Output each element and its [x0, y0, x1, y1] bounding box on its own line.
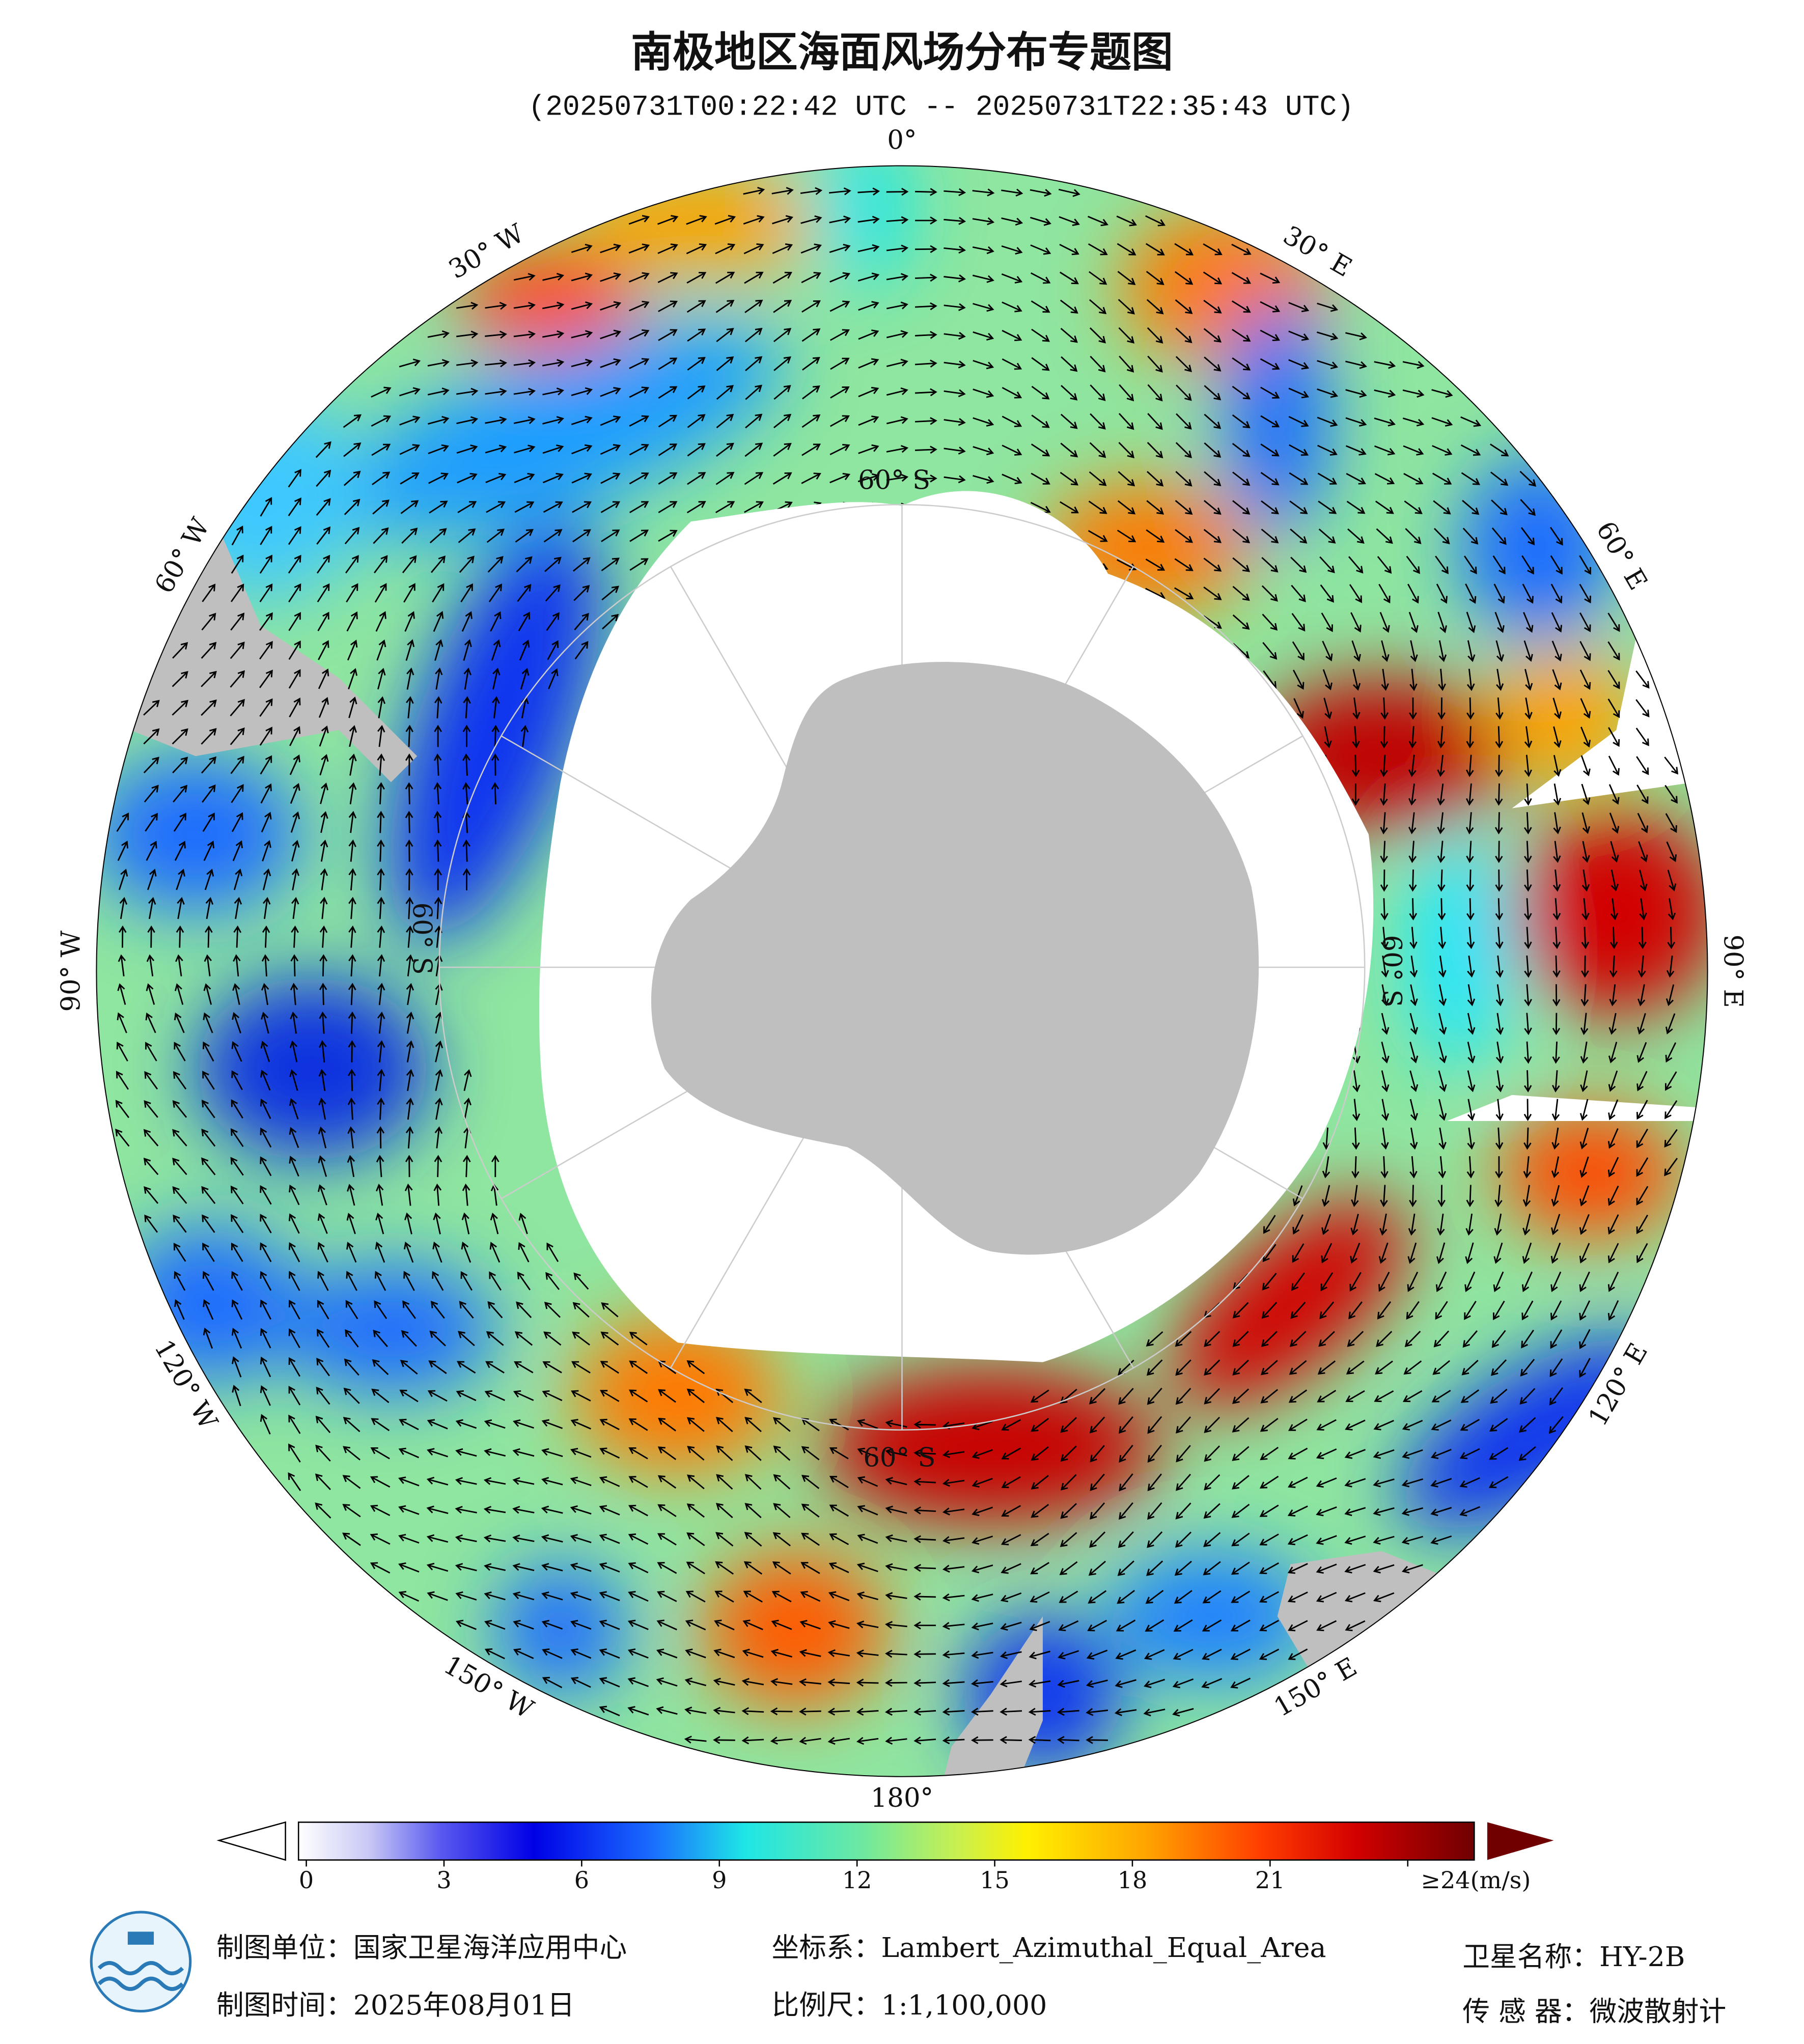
new-zealand: [938, 1616, 1043, 1777]
longitude-label: 180°: [871, 1783, 933, 1813]
scale: 比例尺：1:1,100,000: [772, 1989, 1047, 2021]
colorbar-tick-label: 6: [574, 1866, 589, 1894]
sensor: 传 感 器：微波散射计: [1462, 1996, 1726, 2028]
date: 制图时间：2025年08月01日: [216, 1989, 575, 2021]
south-america: [130, 535, 418, 782]
colorbar: [297, 1822, 1475, 1861]
map-border: [96, 165, 1708, 1777]
longitude-label: 90° E: [1718, 934, 1749, 1007]
antarctica: [651, 662, 1259, 1255]
colorbar-tick-label: 9: [712, 1866, 727, 1894]
colorbar-tick-label: 18: [1118, 1866, 1148, 1894]
longitude-label: 0°: [887, 125, 917, 156]
title: 南极地区海面风场分布专题图: [631, 28, 1173, 76]
colorbar-tick-label: ≥24(m/s): [1421, 1866, 1531, 1894]
colorbar-tick-label: 21: [1255, 1866, 1285, 1894]
lat-label: 60° S: [1376, 935, 1407, 1007]
longitude-label: 90° W: [55, 930, 86, 1012]
colorbar-under: [216, 1821, 286, 1861]
lat-label: 60° S: [406, 903, 437, 975]
colorbar-tick-label: 3: [436, 1866, 451, 1894]
colorbar-ticks: 0 3 6 9 12 15 18 21 ≥24(m/s): [299, 1860, 1531, 1894]
colorbar-tick-label: 12: [842, 1866, 872, 1894]
colorbar-over: [1487, 1822, 1554, 1860]
colorbar-tick-label: 0: [299, 1866, 314, 1894]
crs: 坐标系：Lambert_Azimuthal_Equal_Area: [772, 1931, 1326, 1964]
australia: [1277, 1551, 1447, 1682]
producer: 制图单位：国家卫星海洋应用中心: [216, 1931, 627, 1964]
subtitle: (20250731T00:22:42 UTC -- 20250731T22:35…: [528, 91, 1354, 123]
logo: [90, 1911, 192, 2013]
lat-label: 60° S: [858, 465, 930, 496]
lat-label: 60° S: [863, 1443, 935, 1473]
satellite: 卫星名称：HY-2B: [1462, 1941, 1685, 1973]
colorbar-tick-label: 15: [980, 1866, 1010, 1894]
